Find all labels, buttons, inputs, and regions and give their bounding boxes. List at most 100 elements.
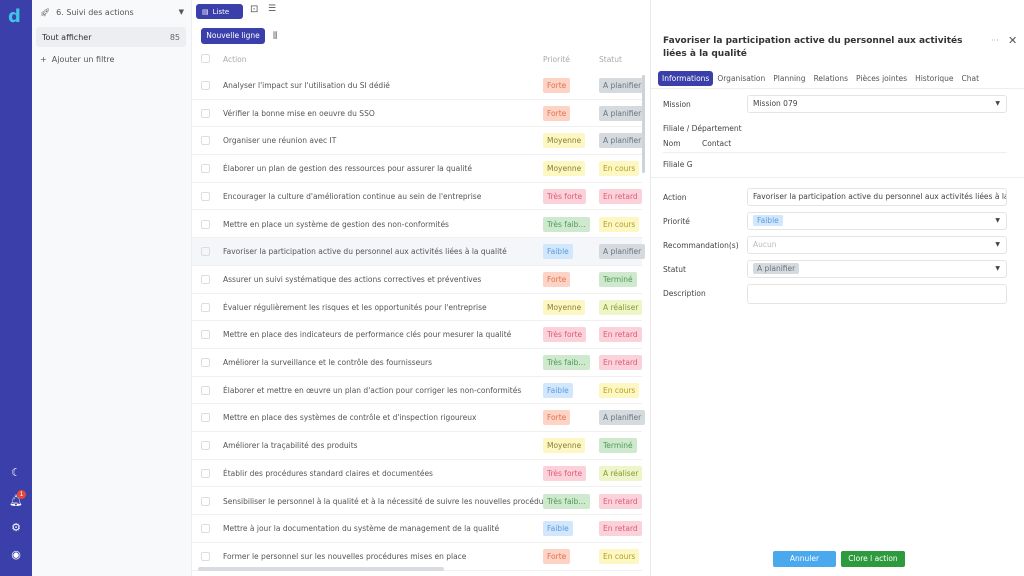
status-tag: A planifier — [599, 244, 646, 260]
table-row[interactable]: Améliorer la traçabilité des produits Mo… — [192, 432, 642, 460]
priority-tag: Très forte — [543, 327, 587, 343]
table-row[interactable]: Encourager la culture d'amélioration con… — [192, 183, 642, 211]
horizontal-scrollbar[interactable] — [198, 567, 444, 571]
row-checkbox[interactable] — [201, 551, 210, 561]
table-row[interactable]: Favoriser la participation active du per… — [192, 238, 646, 266]
col-contact: Contact — [702, 139, 732, 148]
priority-select[interactable]: Faible ▼ — [747, 212, 1007, 230]
row-checkbox[interactable] — [201, 247, 210, 257]
priority-tag: Très forte — [543, 465, 587, 481]
priority-tag: Faible — [543, 382, 573, 398]
tab-3[interactable]: Relations — [813, 74, 849, 83]
reco-select[interactable]: Aucun ▼ — [747, 236, 1007, 254]
status-tag: En cours — [599, 161, 640, 177]
header-status: Statut — [599, 55, 622, 64]
table-row[interactable]: Mettre en place un système de gestion de… — [192, 211, 642, 239]
action-label: Action — [663, 193, 687, 202]
table-row[interactable]: Vérifier la bonne mise en oeuvre du SSO … — [192, 100, 646, 128]
tab-5[interactable]: Historique — [915, 74, 954, 83]
tab-0[interactable]: Informations — [658, 71, 714, 86]
gear-icon[interactable]: ⚙ — [11, 521, 21, 534]
table-header: Action Priorité Statut — [192, 50, 642, 68]
table-row[interactable]: Élaborer un plan de gestion des ressourc… — [192, 155, 642, 183]
row-action: Améliorer la surveillance et le contrôle… — [223, 358, 433, 367]
table-row[interactable]: Établir des procédures standard claires … — [192, 460, 643, 488]
row-checkbox[interactable] — [201, 330, 210, 340]
row-checkbox[interactable] — [201, 191, 210, 201]
tab-6[interactable]: Chat — [961, 74, 980, 83]
columns-icon[interactable]: ⫴ — [273, 31, 278, 42]
table-row[interactable]: Analyser l'impact sur l'utilisation du S… — [192, 72, 646, 100]
status-tag: En retard — [599, 355, 642, 370]
user-circle-icon[interactable]: ◉ — [11, 548, 21, 561]
table-row[interactable]: Organiser une réunion avec IT Moyenne A … — [192, 127, 646, 156]
table-row[interactable]: Mettre à jour la documentation du systèm… — [192, 515, 642, 543]
row-checkbox[interactable] — [201, 358, 210, 367]
row-checkbox[interactable] — [201, 219, 210, 229]
select-all-checkbox[interactable] — [201, 54, 210, 63]
row-action: Mettre en place un système de gestion de… — [223, 219, 449, 229]
row-checkbox[interactable] — [201, 164, 210, 174]
description-input[interactable] — [747, 284, 1007, 304]
checklist-icon[interactable]: ☰ — [268, 4, 277, 14]
status-tag: En cours — [599, 216, 640, 232]
view-selector[interactable]: 🚀︎ 6. Suivi des actions ▼ — [40, 5, 184, 19]
tab-1[interactable]: Organisation — [717, 74, 766, 83]
tab-2[interactable]: Planning — [773, 74, 806, 83]
priority-tag: Très forte — [543, 188, 587, 204]
detail-panel: Favoriser la participation active du per… — [650, 0, 1024, 576]
row-checkbox[interactable] — [201, 108, 210, 118]
mission-label: Mission — [663, 100, 691, 109]
row-checkbox[interactable] — [201, 524, 210, 534]
priority-label: Priorité — [663, 217, 690, 226]
cancel-button[interactable]: Annuler — [773, 551, 836, 567]
row-checkbox[interactable] — [201, 274, 210, 284]
more-icon[interactable]: ··· — [991, 36, 999, 45]
moon-icon[interactable]: ☾ — [11, 466, 21, 479]
priority-tag: Faible — [753, 215, 783, 226]
reco-placeholder: Aucun — [753, 240, 777, 249]
filter-all[interactable]: Tout afficher 85 — [36, 27, 186, 47]
list-view-button[interactable]: ▤ Liste — [196, 4, 243, 19]
table-row[interactable]: Évaluer régulièrement les risques et les… — [192, 294, 643, 322]
tab-4[interactable]: Pièces jointes — [856, 74, 908, 83]
priority-tag: Forte — [543, 78, 571, 93]
mission-value: Mission 079 — [753, 99, 798, 108]
table-row[interactable]: Assurer un suivi systématique des action… — [192, 266, 642, 294]
row-checkbox[interactable] — [201, 302, 210, 312]
status-tag: En retard — [599, 188, 642, 204]
row-checkbox[interactable] — [201, 441, 210, 451]
table-row[interactable]: Améliorer la surveillance et le contrôle… — [192, 349, 642, 377]
status-tag: A réaliser — [599, 299, 643, 315]
status-select[interactable]: A planifier ▼ — [747, 260, 1007, 278]
col-nom: Nom — [663, 139, 681, 148]
row-action: Encourager la culture d'amélioration con… — [223, 191, 482, 201]
header-action: Action — [223, 55, 247, 64]
close-action-button[interactable]: Clore l action — [841, 551, 905, 567]
priority-tag: Très faib... — [543, 355, 590, 370]
new-row-button[interactable]: Nouvelle ligne — [201, 28, 265, 44]
row-checkbox[interactable] — [201, 136, 210, 146]
priority-tag: Moyenne — [543, 299, 586, 315]
row-checkbox[interactable] — [201, 385, 210, 395]
table-row[interactable]: Mettre en place des indicateurs de perfo… — [192, 321, 642, 349]
app-logo[interactable]: d — [8, 6, 21, 27]
row-action: Élaborer et mettre en œuvre un plan d'ac… — [223, 385, 522, 395]
table-row[interactable]: Élaborer et mettre en œuvre un plan d'ac… — [192, 377, 642, 405]
add-filter-button[interactable]: + Ajouter un filtre — [40, 55, 115, 64]
row-checkbox[interactable] — [201, 468, 210, 478]
detail-title: Favoriser la participation active du per… — [663, 36, 963, 59]
table-row[interactable]: Mettre en place des systèmes de contrôle… — [192, 404, 646, 433]
row-checkbox[interactable] — [201, 81, 210, 90]
filter-all-count: 85 — [169, 32, 180, 42]
mission-select[interactable]: Mission 079 ▼ — [747, 95, 1007, 113]
presentation-icon[interactable]: ⊡ — [250, 4, 259, 15]
caret-down-icon: ▼ — [995, 265, 1000, 272]
close-icon[interactable]: ✕ — [1008, 34, 1018, 47]
vertical-scrollbar[interactable] — [642, 75, 645, 173]
row-checkbox[interactable] — [201, 496, 210, 506]
action-input[interactable]: Favoriser la participation active du per… — [747, 188, 1007, 206]
table-row[interactable]: Sensibiliser le personnel à la qualité e… — [192, 488, 642, 516]
status-tag: A planifier — [753, 263, 800, 274]
row-checkbox[interactable] — [201, 413, 210, 423]
